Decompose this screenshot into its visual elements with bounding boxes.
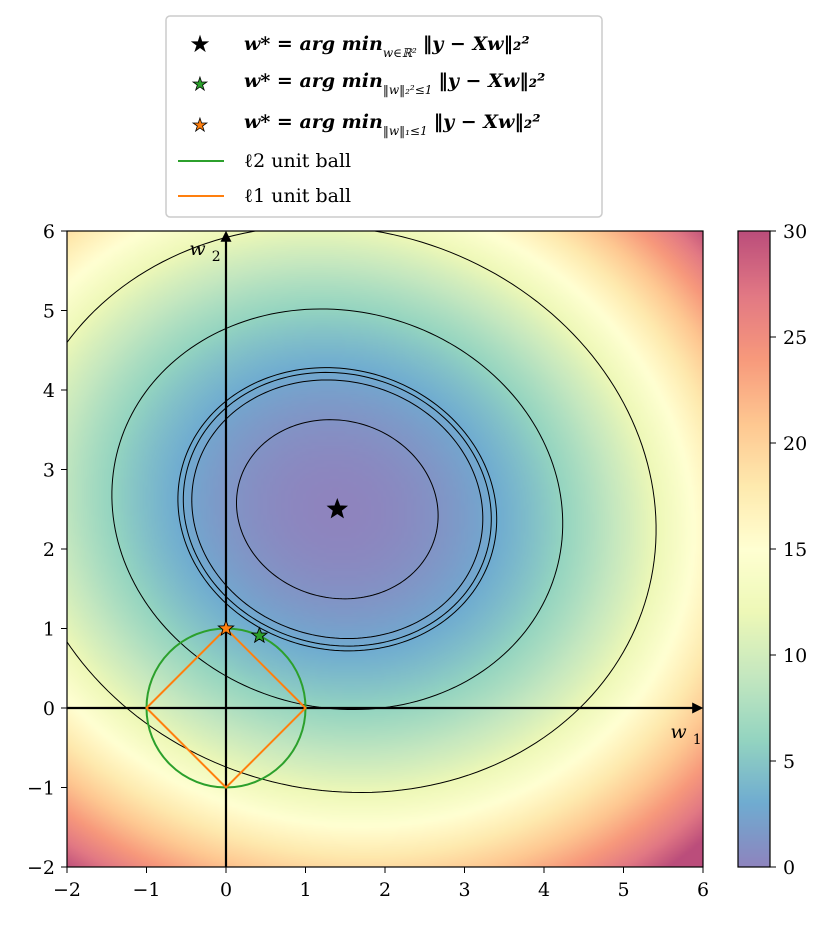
y-tick-label: 2: [43, 539, 55, 561]
plot-area: w 1 w 2: [66, 230, 704, 868]
l1-minimum-star-icon: [217, 619, 235, 637]
colorbar-tick-label: 10: [783, 645, 807, 667]
contour-line: [191, 379, 484, 640]
y-tick-label: 6: [43, 221, 55, 243]
legend-label-l2-min: w* = arg min‖w‖₂²≤1 ‖y − Xw‖₂²: [244, 70, 545, 97]
minimizer-markers: [217, 497, 349, 644]
legend-entry-l1-min: ★ w* = arg min‖w‖₁≤1 ‖y − Xw‖₂²: [192, 111, 541, 138]
unconstrained-minimum-star-icon: [326, 497, 349, 519]
x-tick-label: 3: [458, 879, 470, 901]
colorbar-tick-label: 25: [783, 327, 807, 349]
y-tick-label: −2: [27, 857, 55, 879]
x-tick-label: 6: [697, 879, 709, 901]
y-tick-label: −1: [27, 778, 55, 800]
colorbar-tick-label: 5: [783, 751, 795, 773]
x-tick-label: 4: [538, 879, 550, 901]
axis-arrows: [67, 230, 704, 867]
y-tick-label: 3: [43, 460, 55, 482]
y-tick-label: 4: [43, 380, 55, 402]
x-tick-label: −2: [53, 879, 81, 901]
legend-entry-l2-min: ★ w* = arg min‖w‖₂²≤1 ‖y − Xw‖₂²: [192, 70, 546, 97]
legend-star-black-icon: ★: [189, 30, 211, 58]
heatmap: [67, 231, 703, 867]
legend-label-unconstrained: w* = arg minw∈ℝ² ‖y − Xw‖₂²: [244, 33, 530, 60]
legend-label-l1-min: w* = arg min‖w‖₁≤1 ‖y − Xw‖₂²: [244, 111, 541, 138]
y-tick-label: 1: [43, 619, 55, 641]
y-axis-ticks: −2 −1 0 1 2 3 4 5 6: [27, 221, 67, 879]
legend-entry-l2-ball: ℓ2 unit ball: [178, 150, 351, 172]
legend-label-l1-ball: ℓ1 unit ball: [244, 185, 351, 207]
colorbar-gradient: [738, 231, 770, 867]
legend-label-l2-ball: ℓ2 unit ball: [244, 150, 351, 172]
x-axis-label: w 1: [670, 721, 701, 748]
x-axis-ticks: −2 −1 0 1 2 3 4 5 6: [53, 867, 709, 901]
contour-line: [111, 308, 564, 711]
y-tick-label: 5: [43, 301, 55, 323]
l2-minimum-star-icon: [250, 626, 269, 644]
x-tick-label: 1: [299, 879, 311, 901]
contour-line: [236, 419, 439, 600]
colorbar-tick-label: 30: [783, 221, 807, 243]
legend-box: [165, 15, 603, 218]
x-tick-label: 2: [379, 879, 391, 901]
colorbar-tick-label: 0: [783, 857, 795, 879]
colorbar-tick-label: 20: [783, 433, 807, 455]
colorbar-tick-label: 15: [783, 539, 807, 561]
legend-star-orange-icon: ★: [192, 115, 208, 136]
legend: ★ w* = arg minw∈ℝ² ‖y − Xw‖₂² ★ w* = arg …: [165, 15, 603, 218]
colorbar-ticks: 0 5 10 15 20 25 30: [770, 221, 807, 879]
legend-entry-l1-ball: ℓ1 unit ball: [178, 185, 351, 207]
l1-unit-ball: [145, 627, 307, 789]
colorbar: 0 5 10 15 20 25 30: [737, 221, 807, 879]
x-tick-label: 5: [617, 879, 629, 901]
x-tick-label: 0: [220, 879, 232, 901]
y-tick-label: 0: [43, 698, 55, 720]
legend-star-green-icon: ★: [192, 74, 208, 95]
legend-entry-unconstrained: ★ w* = arg minw∈ℝ² ‖y − Xw‖₂²: [189, 30, 529, 60]
y-axis-label: w 2: [189, 238, 220, 265]
contour-line: [177, 367, 498, 652]
x-tick-label: −1: [132, 879, 160, 901]
